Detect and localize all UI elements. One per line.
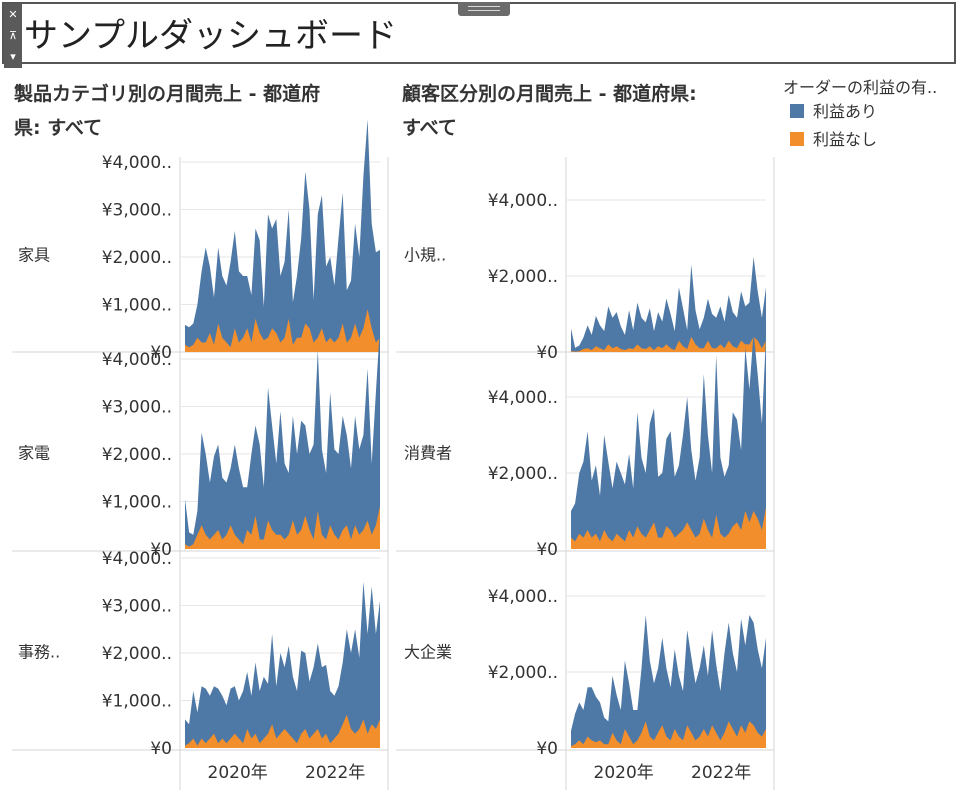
area-profit[interactable] bbox=[571, 257, 766, 352]
legend-item-label: 利益あり bbox=[813, 102, 877, 121]
y-tick-label: ¥4,000.. bbox=[488, 191, 558, 211]
row-label: 小規.. bbox=[404, 246, 446, 265]
y-tick-label: ¥1,000.. bbox=[102, 493, 172, 513]
chart-title-line2: すべて bbox=[402, 117, 457, 139]
area-profit[interactable] bbox=[571, 332, 766, 549]
row-label: 大企業 bbox=[404, 643, 452, 662]
x-tick-label: 2022年 bbox=[691, 763, 751, 783]
y-tick-label: ¥4,000.. bbox=[102, 350, 172, 370]
close-icon[interactable]: ✕ bbox=[8, 8, 18, 21]
area-profit[interactable] bbox=[185, 581, 380, 748]
y-tick-label: ¥1,000.. bbox=[102, 692, 172, 712]
row-label: 家具 bbox=[18, 246, 50, 265]
y-tick-label: ¥0 bbox=[150, 739, 172, 759]
y-tick-label: ¥4,000.. bbox=[488, 587, 558, 607]
row-label: 消費者 bbox=[404, 444, 452, 463]
dashboard-title: サンプルダッシュボード bbox=[24, 16, 397, 56]
y-tick-label: ¥2,000.. bbox=[488, 464, 558, 484]
y-tick-label: ¥4,000.. bbox=[488, 388, 558, 408]
y-tick-label: ¥2,000.. bbox=[488, 267, 558, 287]
y-tick-label: ¥1,000.. bbox=[102, 296, 172, 316]
chart-title-line2: 県: すべて bbox=[14, 117, 102, 139]
area-loss[interactable] bbox=[571, 507, 766, 549]
area-profit[interactable] bbox=[571, 615, 766, 748]
legend-title: オーダーの利益の有.. bbox=[783, 78, 937, 97]
area-loss[interactable] bbox=[571, 721, 766, 748]
row-label: 家電 bbox=[18, 444, 50, 463]
area-loss[interactable] bbox=[571, 336, 766, 352]
y-tick-label: ¥3,000.. bbox=[102, 597, 172, 617]
y-tick-label: ¥3,000.. bbox=[102, 398, 172, 418]
chart-title-line1: 顧客区分別の月間売上 - 都道府県: bbox=[402, 82, 697, 105]
chart-title-line1: 製品カテゴリ別の月間売上 - 都道府 bbox=[13, 82, 320, 105]
y-tick-label: ¥0 bbox=[536, 343, 558, 363]
dashboard-title-container: ✕ ⊼ ▾ サンプルダッシュボード bbox=[2, 2, 956, 68]
y-tick-label: ¥2,000.. bbox=[102, 644, 172, 664]
x-tick-label: 2022年 bbox=[305, 763, 365, 783]
pin-icon[interactable]: ⊼ bbox=[8, 29, 18, 42]
y-tick-label: ¥2,000.. bbox=[102, 248, 172, 268]
area-loss[interactable] bbox=[185, 309, 380, 352]
x-tick-label: 2020年 bbox=[208, 763, 268, 783]
row-label: 事務.. bbox=[18, 643, 60, 662]
legend-swatch bbox=[790, 104, 804, 118]
y-tick-label: ¥0 bbox=[150, 343, 172, 363]
chevron-down-icon[interactable]: ▾ bbox=[10, 50, 16, 63]
y-tick-label: ¥4,000.. bbox=[102, 153, 172, 173]
y-tick-label: ¥4,000.. bbox=[102, 549, 172, 569]
x-tick-label: 2020年 bbox=[594, 763, 654, 783]
area-profit[interactable] bbox=[185, 325, 380, 549]
area-profit[interactable] bbox=[185, 119, 380, 352]
legend-swatch bbox=[790, 132, 804, 146]
y-tick-label: ¥0 bbox=[150, 540, 172, 560]
object-toolbar: ✕ ⊼ ▾ bbox=[4, 4, 22, 68]
y-tick-label: ¥2,000.. bbox=[488, 663, 558, 683]
y-tick-label: ¥0 bbox=[536, 739, 558, 759]
y-tick-label: ¥2,000.. bbox=[102, 445, 172, 465]
area-loss[interactable] bbox=[185, 506, 380, 549]
drag-handle[interactable] bbox=[458, 2, 510, 16]
legend-item-label: 利益なし bbox=[813, 130, 877, 149]
y-tick-label: ¥3,000.. bbox=[102, 201, 172, 221]
y-tick-label: ¥0 bbox=[536, 540, 558, 560]
area-loss[interactable] bbox=[185, 714, 380, 748]
